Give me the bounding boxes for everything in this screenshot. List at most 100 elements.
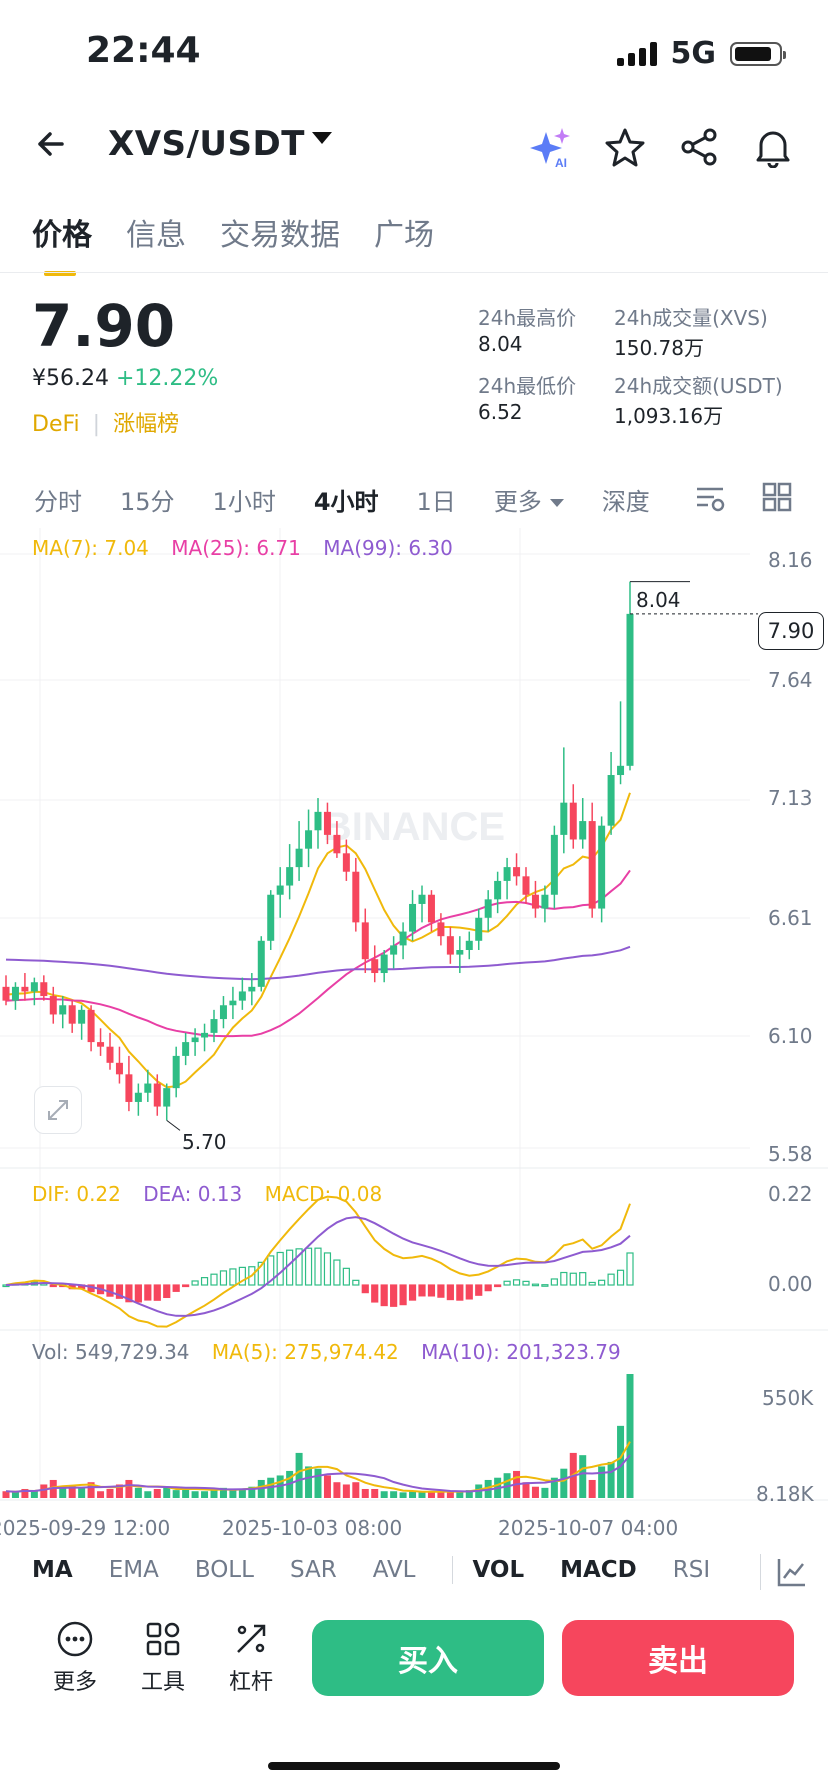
candle-body bbox=[531, 894, 539, 909]
interval-bar: 分时 15分 1小时 4小时 1日 更多 深度 bbox=[34, 482, 688, 517]
macd-bar bbox=[314, 1247, 322, 1286]
volume-bar bbox=[163, 1486, 171, 1498]
volume-bar bbox=[607, 1461, 615, 1498]
macd-bar bbox=[200, 1277, 209, 1286]
stat-high-label: 24h最高价 bbox=[478, 306, 577, 330]
interval-1h[interactable]: 1小时 bbox=[212, 488, 276, 516]
tools-button[interactable]: 工具 bbox=[128, 1620, 198, 1696]
stat-high: 8.04 bbox=[478, 332, 523, 356]
layout-grid-icon[interactable] bbox=[762, 482, 792, 516]
tab-info[interactable]: 信息 bbox=[126, 218, 186, 253]
alert-bell-icon[interactable] bbox=[752, 126, 794, 169]
candle-body bbox=[427, 894, 435, 923]
volume-bar bbox=[522, 1482, 530, 1498]
macd-bar bbox=[616, 1269, 625, 1286]
divider bbox=[760, 1554, 761, 1590]
candle-body bbox=[257, 940, 265, 987]
high-annotation: 8.04 bbox=[636, 588, 681, 612]
svg-text:AI: AI bbox=[555, 156, 567, 170]
interval-4h[interactable]: 4小时 bbox=[313, 488, 379, 516]
candle-body bbox=[522, 876, 530, 895]
signal-icon bbox=[616, 41, 657, 66]
candle-body bbox=[465, 940, 473, 950]
volume-bar bbox=[201, 1491, 209, 1498]
candle-body bbox=[219, 1005, 227, 1020]
volume-bar bbox=[380, 1491, 388, 1498]
y-tick-label: 6.61 bbox=[768, 906, 813, 930]
favorite-star-icon[interactable] bbox=[604, 126, 646, 168]
indicator-sar[interactable]: SAR bbox=[289, 1557, 337, 1583]
candle-body bbox=[323, 811, 331, 835]
candle-body bbox=[106, 1046, 114, 1063]
candle-body bbox=[144, 1083, 152, 1093]
indicator-avl[interactable]: AVL bbox=[372, 1557, 416, 1583]
volume-bar bbox=[87, 1482, 95, 1498]
y-tick-label: 7.13 bbox=[768, 786, 813, 810]
volume-bar bbox=[153, 1488, 161, 1498]
volume-bar bbox=[191, 1491, 199, 1498]
ai-sparkle-icon[interactable]: AI bbox=[528, 126, 570, 170]
candle-body bbox=[503, 867, 511, 881]
indicator-vol[interactable]: VOL bbox=[472, 1557, 525, 1583]
candle-body bbox=[418, 894, 426, 904]
tag-defi[interactable]: DeFi bbox=[32, 412, 80, 437]
back-arrow-icon[interactable] bbox=[32, 126, 68, 172]
macd-value-legend: MACD: 0.08 bbox=[264, 1182, 383, 1206]
volume-bar bbox=[456, 1492, 464, 1498]
candle-body bbox=[342, 853, 350, 872]
macd-bar bbox=[163, 1284, 171, 1299]
candle-body bbox=[210, 1019, 218, 1033]
tag-gainers[interactable]: 涨幅榜 bbox=[113, 412, 180, 437]
binance-watermark: BINANCE bbox=[323, 805, 505, 849]
expand-icon[interactable] bbox=[34, 1086, 82, 1134]
ma-legend: MA(7): 7.04 MA(25): 6.71 MA(99): 6.30 bbox=[32, 536, 453, 560]
sell-button[interactable]: 卖出 bbox=[562, 1620, 794, 1696]
volume-bar bbox=[97, 1491, 105, 1498]
pair-dropdown-icon[interactable] bbox=[312, 132, 332, 144]
candle-body bbox=[446, 936, 454, 955]
stat-low-label: 24h最低价 bbox=[478, 374, 577, 398]
candle-body bbox=[163, 1088, 171, 1107]
macd-tick-label: 0.22 bbox=[768, 1182, 813, 1206]
candle-body bbox=[248, 986, 256, 992]
indicator-macd[interactable]: MACD bbox=[560, 1557, 637, 1583]
chart-settings-icon[interactable] bbox=[694, 482, 726, 518]
tab-trading-data[interactable]: 交易数据 bbox=[220, 218, 340, 253]
macd-bar bbox=[503, 1280, 511, 1286]
indicator-rsi[interactable]: RSI bbox=[672, 1557, 711, 1583]
macd-bar bbox=[115, 1284, 124, 1299]
candle-body bbox=[626, 613, 634, 766]
tab-price[interactable]: 价格 bbox=[32, 210, 92, 276]
indicator-chart-icon[interactable] bbox=[776, 1556, 808, 1592]
leverage-button[interactable]: 杠杆 bbox=[216, 1620, 286, 1696]
macd-bar bbox=[276, 1251, 284, 1286]
vol-legend: Vol: 549,729.34 bbox=[32, 1340, 190, 1364]
ma99-line bbox=[5, 945, 631, 981]
more-button[interactable]: 更多 bbox=[40, 1620, 110, 1696]
macd-bar bbox=[352, 1279, 360, 1286]
interval-1d[interactable]: 1日 bbox=[416, 488, 456, 516]
interval-15m[interactable]: 15分 bbox=[120, 488, 175, 516]
vol-tick-label: 550K bbox=[762, 1386, 814, 1410]
indicator-boll[interactable]: BOLL bbox=[194, 1557, 254, 1583]
indicator-ema[interactable]: EMA bbox=[108, 1557, 159, 1583]
buy-button[interactable]: 买入 bbox=[312, 1620, 544, 1696]
volume-bar bbox=[2, 1491, 10, 1498]
macd-bar bbox=[295, 1248, 303, 1286]
candle-body bbox=[494, 880, 502, 900]
indicator-ma[interactable]: MA bbox=[32, 1557, 73, 1583]
volume-bar bbox=[125, 1479, 133, 1498]
pair-title[interactable]: XVS/USDT bbox=[108, 124, 305, 164]
volume-bar bbox=[59, 1486, 67, 1498]
volume-bar bbox=[588, 1479, 596, 1498]
candle-body bbox=[11, 986, 19, 1001]
x-tick-label: 2025-10-07 04:00 bbox=[498, 1516, 679, 1540]
interval-depth[interactable]: 深度 bbox=[601, 488, 650, 516]
volume-bar bbox=[134, 1487, 142, 1498]
interval-more[interactable]: 更多 bbox=[494, 482, 564, 517]
share-icon[interactable] bbox=[678, 126, 720, 168]
tab-square[interactable]: 广场 bbox=[374, 218, 434, 253]
volume-bar bbox=[323, 1475, 331, 1498]
interval-line[interactable]: 分时 bbox=[34, 488, 82, 516]
kline-chart[interactable]: BINANCE bbox=[0, 528, 828, 1520]
